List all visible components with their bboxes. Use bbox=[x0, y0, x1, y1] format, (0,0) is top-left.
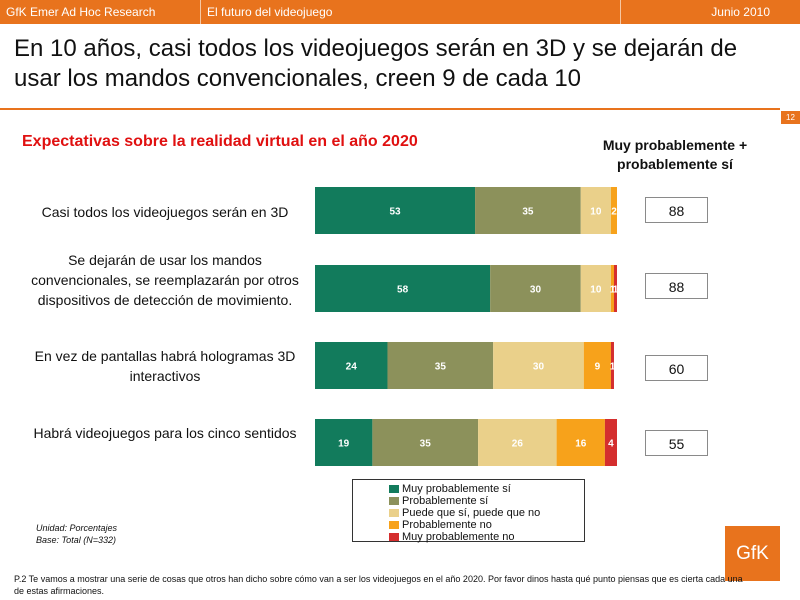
bar-segment bbox=[556, 419, 605, 466]
bar-segment bbox=[478, 419, 557, 466]
bar-segment bbox=[610, 342, 614, 389]
row-label-2: Se dejarán de usar los mandos convencion… bbox=[31, 252, 299, 308]
legend-swatch bbox=[389, 497, 399, 505]
legend-label: Probablemente sí bbox=[402, 495, 489, 507]
bar-value-label: 2 bbox=[611, 207, 617, 218]
bar-segment bbox=[610, 265, 614, 312]
bar-segment bbox=[475, 187, 581, 234]
bar-segment bbox=[387, 342, 494, 389]
bar-segment bbox=[315, 265, 491, 312]
bar-segment bbox=[372, 419, 479, 466]
bar-value-label: 16 bbox=[575, 439, 587, 450]
slide-headline: En 10 años, casi todos los videojuegos s… bbox=[14, 35, 738, 92]
bar-value-label: 10 bbox=[590, 207, 602, 218]
report-topic: El futuro del videojuego bbox=[200, 0, 620, 24]
bar-value-label: 24 bbox=[346, 362, 358, 373]
bar-value-label: 10 bbox=[590, 285, 602, 296]
legend-label: Muy probablemente sí bbox=[402, 483, 511, 495]
bar-segment bbox=[315, 419, 373, 466]
bar-value-label: 4 bbox=[608, 439, 614, 450]
chart-legend: Muy probablemente sí Probablemente sí Pu… bbox=[352, 479, 585, 543]
legend-swatch bbox=[389, 533, 399, 541]
bar-value-label: 30 bbox=[533, 362, 545, 373]
legend-label: Probablemente no bbox=[402, 519, 492, 531]
bar-value-label: 35 bbox=[420, 439, 432, 450]
bar-value-label: 35 bbox=[435, 362, 447, 373]
bar-value-label: 58 bbox=[397, 285, 409, 296]
bar-value-label: 1 bbox=[610, 285, 616, 296]
summary-value-1: 88 bbox=[645, 197, 708, 223]
company-name: GfK Emer Ad Hoc Research bbox=[6, 5, 156, 19]
bar-value-label: 53 bbox=[389, 207, 401, 218]
bar-segment bbox=[490, 265, 581, 312]
bar-segment bbox=[315, 187, 476, 234]
summary-value-3: 60 bbox=[645, 355, 708, 381]
row-label-3: En vez de pantallas habrá hologramas 3D … bbox=[34, 348, 296, 384]
bar-value-label: 9 bbox=[595, 362, 601, 373]
gfk-logo: GfK bbox=[725, 526, 780, 581]
legend-label: Puede que sí, puede que no bbox=[402, 507, 541, 519]
bar-value-label: 30 bbox=[530, 285, 542, 296]
bar-segment bbox=[610, 187, 617, 234]
headline-divider bbox=[0, 108, 780, 110]
legend-item: Muy probablemente no bbox=[389, 531, 584, 543]
row-label-4: Habrá videojuegos para los cinco sentido… bbox=[33, 425, 297, 441]
bar-value-label: 1 bbox=[610, 362, 616, 373]
question-footnote: P.2 Te vamos a mostrar una serie de cosa… bbox=[14, 574, 743, 596]
bar-segment bbox=[493, 342, 584, 389]
legend-item: Muy probablemente sí bbox=[389, 483, 584, 495]
row-label-1: Casi todos los videojuegos serán en 3D bbox=[41, 204, 289, 220]
legend-swatch bbox=[389, 521, 399, 529]
legend-item: Probablemente sí bbox=[389, 495, 584, 507]
page-number: 12 bbox=[781, 111, 800, 124]
bar-segment bbox=[583, 342, 611, 389]
bar-value-label: 19 bbox=[338, 439, 350, 450]
base-note: Base: Total (N=332) bbox=[36, 535, 116, 545]
summary-column-header: Muy probablemente + probablemente sí bbox=[602, 137, 748, 172]
legend-swatch bbox=[389, 485, 399, 493]
bar-segment bbox=[580, 265, 611, 312]
bar-segment bbox=[604, 419, 617, 466]
unit-note: Unidad: Porcentajes bbox=[36, 523, 118, 533]
legend-label: Muy probablemente no bbox=[402, 531, 515, 543]
report-date: Junio 2010 bbox=[620, 0, 800, 24]
bar-value-label: 1 bbox=[613, 285, 619, 296]
legend-item: Probablemente no bbox=[389, 519, 584, 531]
legend-swatch bbox=[389, 509, 399, 517]
bar-value-label: 35 bbox=[522, 207, 534, 218]
bar-segment bbox=[613, 265, 617, 312]
bar-segment bbox=[315, 342, 388, 389]
bar-value-label: 26 bbox=[512, 439, 524, 450]
legend-item: Puede que sí, puede que no bbox=[389, 507, 584, 519]
bar-segment bbox=[580, 187, 611, 234]
summary-value-4: 55 bbox=[645, 430, 708, 456]
top-bar: GfK Emer Ad Hoc Research El futuro del v… bbox=[0, 0, 800, 24]
summary-value-2: 88 bbox=[645, 273, 708, 299]
chart-title: Expectativas sobre la realidad virtual e… bbox=[22, 133, 418, 150]
